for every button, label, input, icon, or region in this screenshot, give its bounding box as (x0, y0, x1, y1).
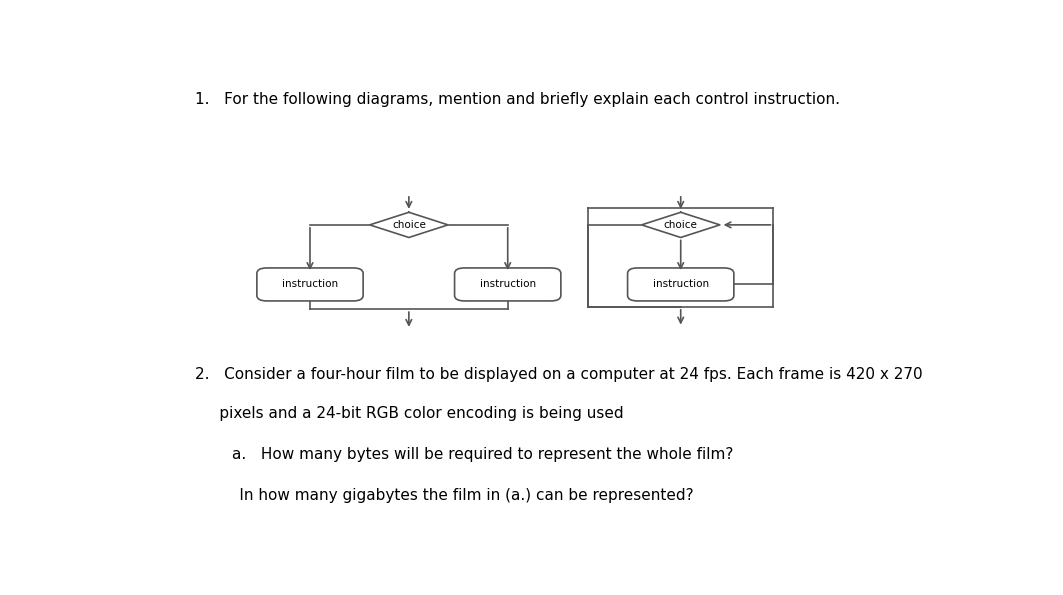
Text: choice: choice (392, 220, 426, 230)
FancyBboxPatch shape (257, 268, 364, 301)
FancyBboxPatch shape (627, 268, 733, 301)
Text: choice: choice (663, 220, 697, 230)
Text: 1.   For the following diagrams, mention and briefly explain each control instru: 1. For the following diagrams, mention a… (195, 92, 840, 107)
Text: In how many gigabytes the film in (a.) can be represented?: In how many gigabytes the film in (a.) c… (215, 488, 694, 503)
Text: 2.   Consider a four-hour film to be displayed on a computer at 24 fps. Each fra: 2. Consider a four-hour film to be displ… (195, 367, 923, 382)
Text: pixels and a 24-bit RGB color encoding is being used: pixels and a 24-bit RGB color encoding i… (195, 406, 623, 421)
Text: a.   How many bytes will be required to represent the whole film?: a. How many bytes will be required to re… (232, 447, 733, 462)
Text: instruction: instruction (479, 280, 536, 289)
Text: instruction: instruction (282, 280, 338, 289)
Polygon shape (642, 212, 720, 237)
Polygon shape (370, 212, 448, 237)
FancyBboxPatch shape (455, 268, 561, 301)
Text: instruction: instruction (653, 280, 709, 289)
